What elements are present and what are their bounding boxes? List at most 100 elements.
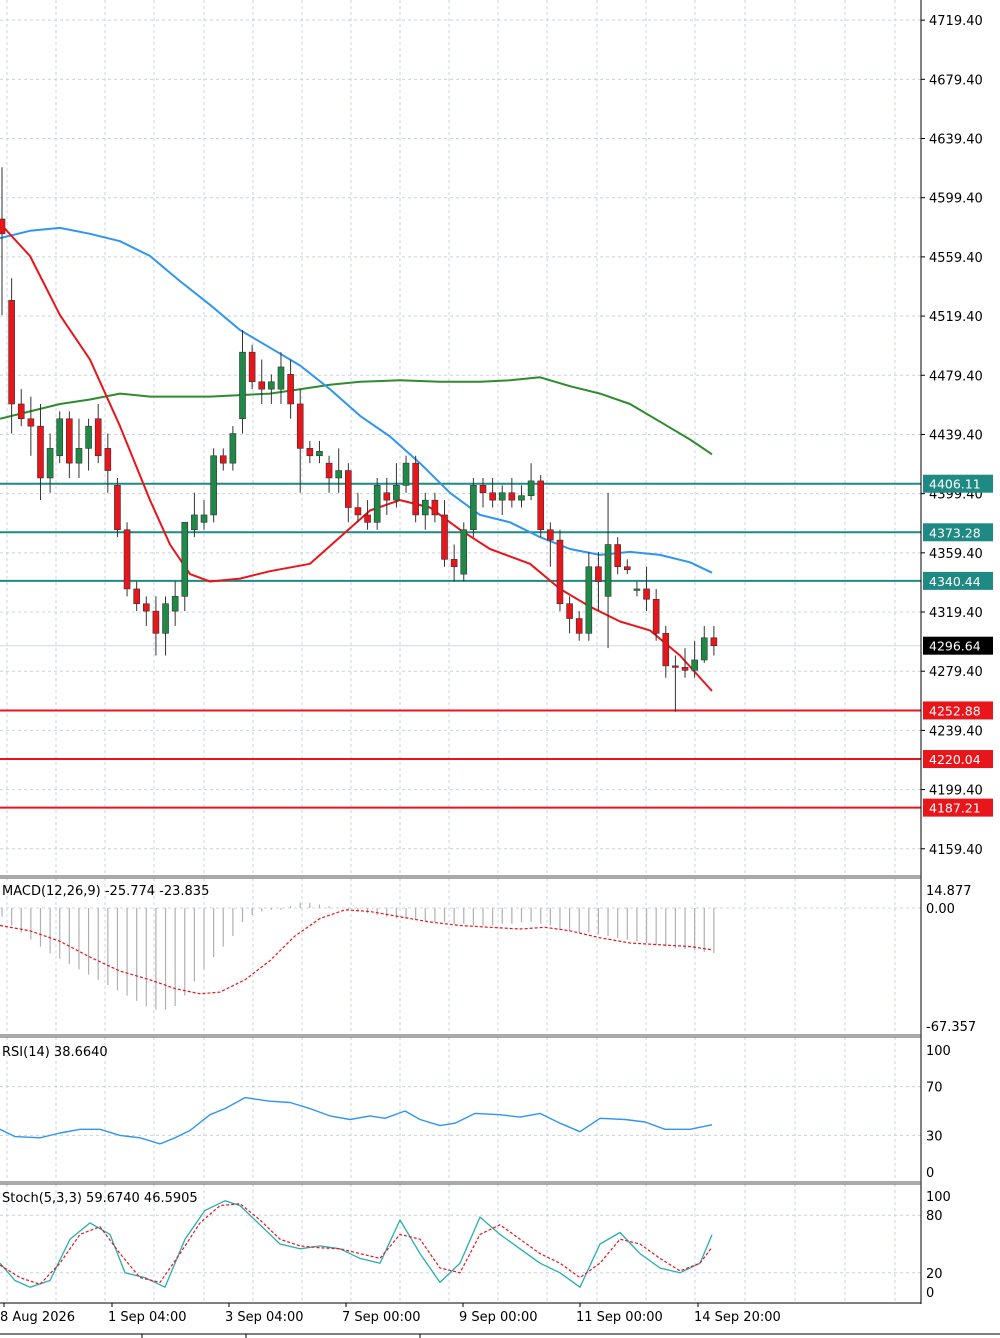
candle-body-56 [537, 480, 545, 531]
candle-body-43 [412, 462, 419, 516]
level-badge-label-2: 4340.44 [929, 574, 981, 589]
rsi-tick-3: 0 [926, 1166, 934, 1181]
candle-body-31 [296, 403, 304, 449]
candle-body-59 [566, 603, 573, 619]
candle-body-63 [604, 544, 612, 597]
candle-body-13 [123, 529, 131, 590]
ma-blue-line [0, 226, 713, 574]
candle-body-0 [0, 218, 6, 235]
level-badge-label-3: 4252.88 [929, 703, 981, 718]
stoch-label: Stoch(5,3,3) 59.6740 46.5905 [2, 1191, 198, 1206]
candle-body-53 [508, 492, 516, 501]
stoch-signal-line [0, 1203, 713, 1285]
rsi-tick-0: 100 [926, 1044, 951, 1059]
candle-body-27 [258, 381, 266, 390]
candle-body-37 [354, 507, 362, 516]
stoch-tick-0: 100 [926, 1190, 951, 1205]
candle-body-57 [547, 529, 554, 541]
candle-body-55 [527, 480, 535, 497]
candle-body-1 [8, 300, 15, 405]
candle-body-29 [277, 366, 285, 390]
candle-body-15 [143, 603, 150, 612]
rsi-tick-2: 30 [926, 1129, 943, 1144]
x-tick-label-2: 3 Sep 04:00 [225, 1310, 304, 1325]
level-badge-label-0: 4406.11 [929, 477, 981, 492]
macd-tick-2: -67.357 [926, 1020, 976, 1035]
candle-body-8 [75, 448, 83, 464]
candle-body-69 [662, 633, 670, 667]
candle-body-42 [402, 462, 410, 486]
level-badge-1 [923, 523, 993, 542]
candle-body-12 [114, 485, 121, 531]
price-badges: 4406.11 4373.28 4340.44 4252.88 4220.04 4187.… [923, 474, 993, 817]
macd-label: MACD(12,26,9) -25.774 -23.835 [2, 884, 209, 899]
level-badge-4 [923, 750, 993, 769]
candle-body-22 [210, 455, 217, 516]
candle-body-50 [479, 485, 487, 494]
candle-body-33 [316, 451, 323, 457]
level-badge-2 [923, 571, 993, 590]
macd-tick-0: 14.877 [926, 884, 972, 899]
candle-body-23 [219, 455, 227, 464]
y-tick-label-11: 4279.40 [929, 665, 983, 680]
y-tick-label-9: 4359.40 [929, 547, 983, 562]
candle-body-26 [248, 351, 256, 383]
candle-body-32 [306, 448, 314, 457]
candle-body-34 [325, 462, 333, 479]
candle-body-51 [489, 492, 496, 501]
candle-body-46 [441, 514, 448, 560]
grid-lines [0, 0, 921, 1302]
candle-body-41 [393, 485, 400, 501]
candle-body-18 [171, 596, 179, 612]
y-tick-label-6: 4479.40 [929, 369, 983, 384]
candle-body-49 [470, 485, 477, 531]
candle-body-28 [268, 381, 275, 390]
candle-body-39 [373, 485, 381, 523]
x-tick-label-5: 11 Sep 00:00 [576, 1310, 663, 1325]
candle-body-68 [652, 598, 660, 634]
candle-body-30 [287, 374, 294, 405]
candle-body-44 [421, 499, 429, 516]
candle-body-47 [450, 559, 458, 568]
level-badge-label-4: 4220.04 [929, 752, 981, 767]
candle-body-54 [518, 495, 525, 501]
candle-body-20 [191, 514, 198, 531]
ma-green-line [0, 376, 713, 456]
rsi-panel [0, 1096, 713, 1145]
candle-body-71 [681, 667, 689, 671]
candle-body-62 [595, 566, 602, 582]
stoch-main-line [0, 1200, 713, 1288]
candle-body-16 [152, 610, 160, 634]
candle-body-38 [364, 514, 371, 523]
y-tick-label-1: 4679.40 [929, 73, 983, 88]
rsi-tick-1: 70 [926, 1081, 943, 1096]
candle-body-4 [37, 425, 44, 479]
candle-body-58 [556, 539, 564, 605]
x-tick-label-1: 1 Sep 04:00 [108, 1310, 187, 1325]
level-badge-label-1: 4373.28 [929, 525, 981, 540]
y-tick-label-5: 4519.40 [929, 310, 983, 325]
y-tick-label-7: 4439.40 [929, 428, 983, 443]
y-tick-label-3: 4599.40 [929, 192, 983, 207]
candle-body-52 [498, 492, 506, 501]
price-axis: 4719.40 4679.40 4639.40 4599.40 4559.40 4519.… [921, 14, 983, 1301]
candle-body-14 [133, 588, 140, 605]
candle-body-66 [633, 588, 641, 591]
candle-body-17 [162, 603, 169, 634]
time-axis: 8 Aug 2026 1 Sep 04:00 3 Sep 04:00 7 Sep 00… [0, 1303, 781, 1325]
level-badge-3 [923, 701, 993, 720]
candle-body-64 [614, 544, 621, 568]
y-tick-label-14: 4159.40 [929, 843, 983, 858]
candle-body-61 [585, 566, 593, 634]
y-tick-label-4: 4559.40 [929, 251, 983, 266]
rsi-line [0, 1096, 713, 1145]
candle-body-65 [623, 566, 631, 570]
candle-body-24 [229, 433, 237, 464]
x-tick-label-3: 7 Sep 00:00 [342, 1310, 421, 1325]
candle-body-35 [335, 470, 343, 479]
candle-body-2 [17, 403, 25, 420]
candle-body-45 [431, 499, 439, 516]
candle-body-70 [672, 665, 679, 668]
